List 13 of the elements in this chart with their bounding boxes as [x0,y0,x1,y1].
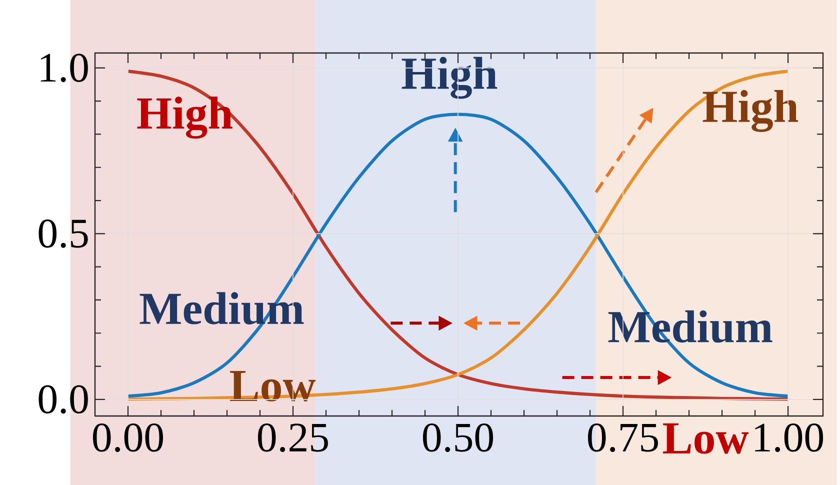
y-tick-label: 1.0 [40,54,88,82]
annotation: High [137,96,232,139]
x-tick-label: 0.25 [258,424,328,452]
annotation: Low [230,370,316,402]
x-tick-label: 1.00 [755,424,824,452]
annotation: High [402,56,498,99]
text: Low [663,423,749,454]
x-tick-label: 0.00 [92,424,164,452]
x-tick-label: 0.50 [422,424,494,452]
y-tick-label: 0.0 [38,385,88,414]
x-tick-label: 0.75 [588,424,658,452]
annotation: High [702,90,798,132]
y-tick-label: 0.5 [38,219,88,248]
